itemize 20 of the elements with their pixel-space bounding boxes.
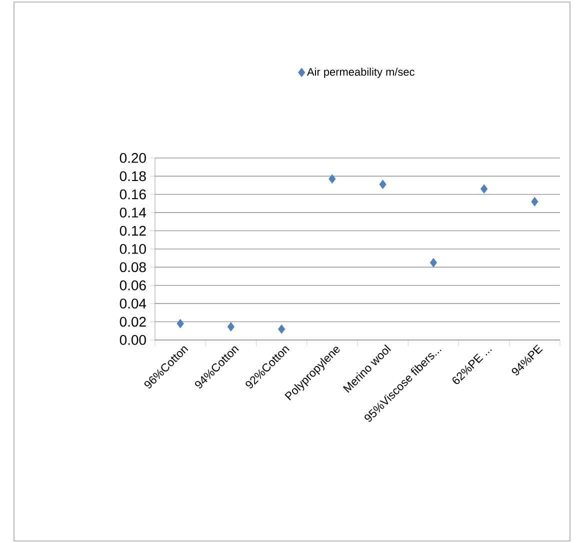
- y-tick-label: 0.08: [120, 262, 146, 272]
- point: [480, 184, 488, 194]
- legend-label: Air permeability m/sec: [307, 68, 414, 78]
- y-tick-label: 0.10: [120, 244, 146, 254]
- y-tick-label: 0.06: [120, 280, 146, 290]
- point: [328, 174, 336, 184]
- point: [278, 324, 286, 334]
- point: [531, 196, 538, 206]
- y-tick-label: 0.04: [120, 298, 146, 309]
- point: [379, 180, 386, 190]
- y-tick-label: 0.14: [120, 208, 146, 218]
- y-tick-label: 0.20: [120, 153, 146, 163]
- y-tick-label: 0.18: [120, 171, 146, 182]
- point: [176, 318, 184, 328]
- y-tick-label: 0.12: [120, 226, 146, 236]
- y-tick-label: 0.00: [120, 335, 146, 345]
- y-tick-label: 0.16: [120, 189, 146, 200]
- point: [430, 258, 438, 268]
- point: [227, 322, 235, 332]
- y-tick-label: 0.02: [120, 316, 146, 327]
